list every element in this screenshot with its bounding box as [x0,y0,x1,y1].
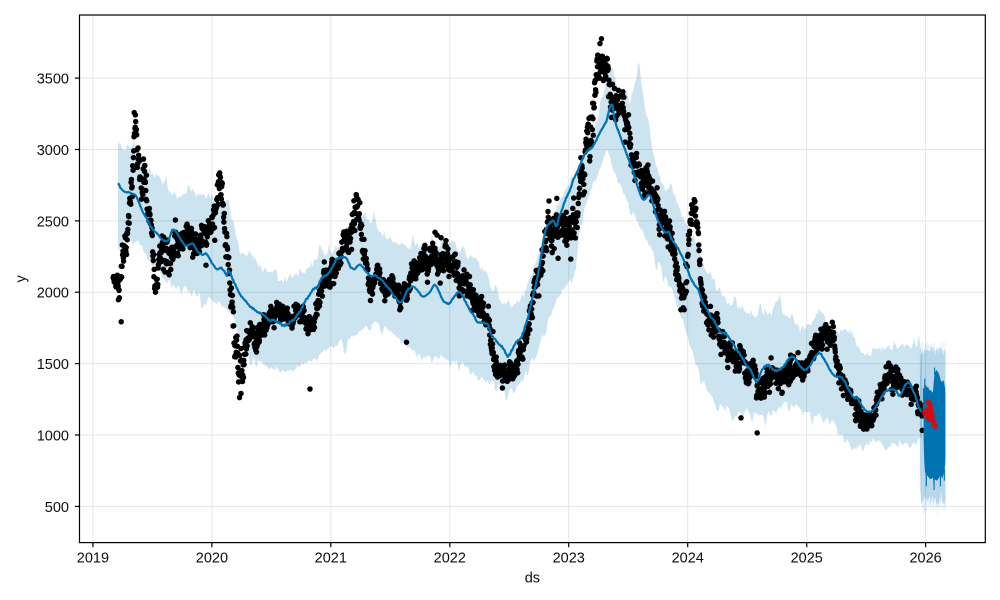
svg-text:2020: 2020 [196,550,228,566]
svg-text:2026: 2026 [909,550,941,566]
svg-text:2000: 2000 [37,286,69,302]
svg-text:2021: 2021 [315,550,347,566]
svg-text:y: y [14,275,30,283]
svg-text:2024: 2024 [672,550,704,566]
svg-text:3000: 3000 [37,143,69,159]
svg-text:ds: ds [525,570,540,586]
svg-text:2019: 2019 [77,550,109,566]
svg-text:2022: 2022 [434,550,466,566]
svg-text:2023: 2023 [553,550,585,566]
svg-text:1000: 1000 [37,428,69,444]
svg-text:2025: 2025 [791,550,823,566]
svg-text:1500: 1500 [37,357,69,373]
svg-text:3500: 3500 [37,72,69,88]
svg-text:2500: 2500 [37,214,69,230]
svg-text:500: 500 [45,500,69,516]
